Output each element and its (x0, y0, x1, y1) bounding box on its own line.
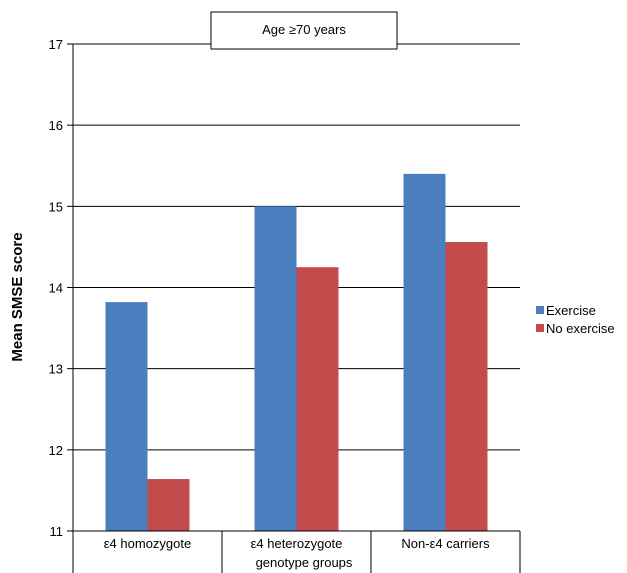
bar-no-exercise (147, 479, 190, 531)
x-category-label: Non-ε4 carriers (401, 536, 490, 551)
y-tick-label: 15 (49, 199, 63, 214)
bar-no-exercise (445, 242, 488, 531)
x-axis-label: genotype groups (256, 555, 353, 570)
axes (72, 44, 520, 532)
bar-exercise (254, 206, 297, 532)
x-category-label: ε4 homozygote (104, 536, 191, 551)
legend-label: Exercise (546, 303, 596, 318)
bar-exercise (403, 173, 446, 531)
bar-no-exercise (296, 267, 339, 531)
y-tick-label: 11 (50, 524, 64, 539)
title-box (210, 11, 398, 50)
x-category-label: ε4 heterozygote (251, 536, 343, 551)
y-tick-label: 12 (49, 443, 63, 458)
y-axis-label: Mean SMSE score (9, 232, 26, 361)
y-tick-label: 16 (49, 118, 63, 133)
y-tick-label: 17 (49, 37, 63, 52)
legend-swatch (536, 324, 544, 332)
bar-group (105, 173, 488, 532)
legend: Exercise No exercise (536, 303, 615, 336)
legend-swatch (536, 306, 544, 314)
chart-title: Age ≥70 years (262, 22, 346, 37)
legend-label: No exercise (546, 321, 615, 336)
x-category-labels: ε4 homozygote ε4 heterozygote Non-ε4 carri… (72, 531, 521, 573)
y-tick-label: 13 (49, 362, 63, 377)
y-tick-labels: 11 12 13 14 15 16 17 (49, 37, 63, 539)
bar-exercise (105, 302, 148, 531)
y-tick-label: 14 (49, 281, 63, 296)
